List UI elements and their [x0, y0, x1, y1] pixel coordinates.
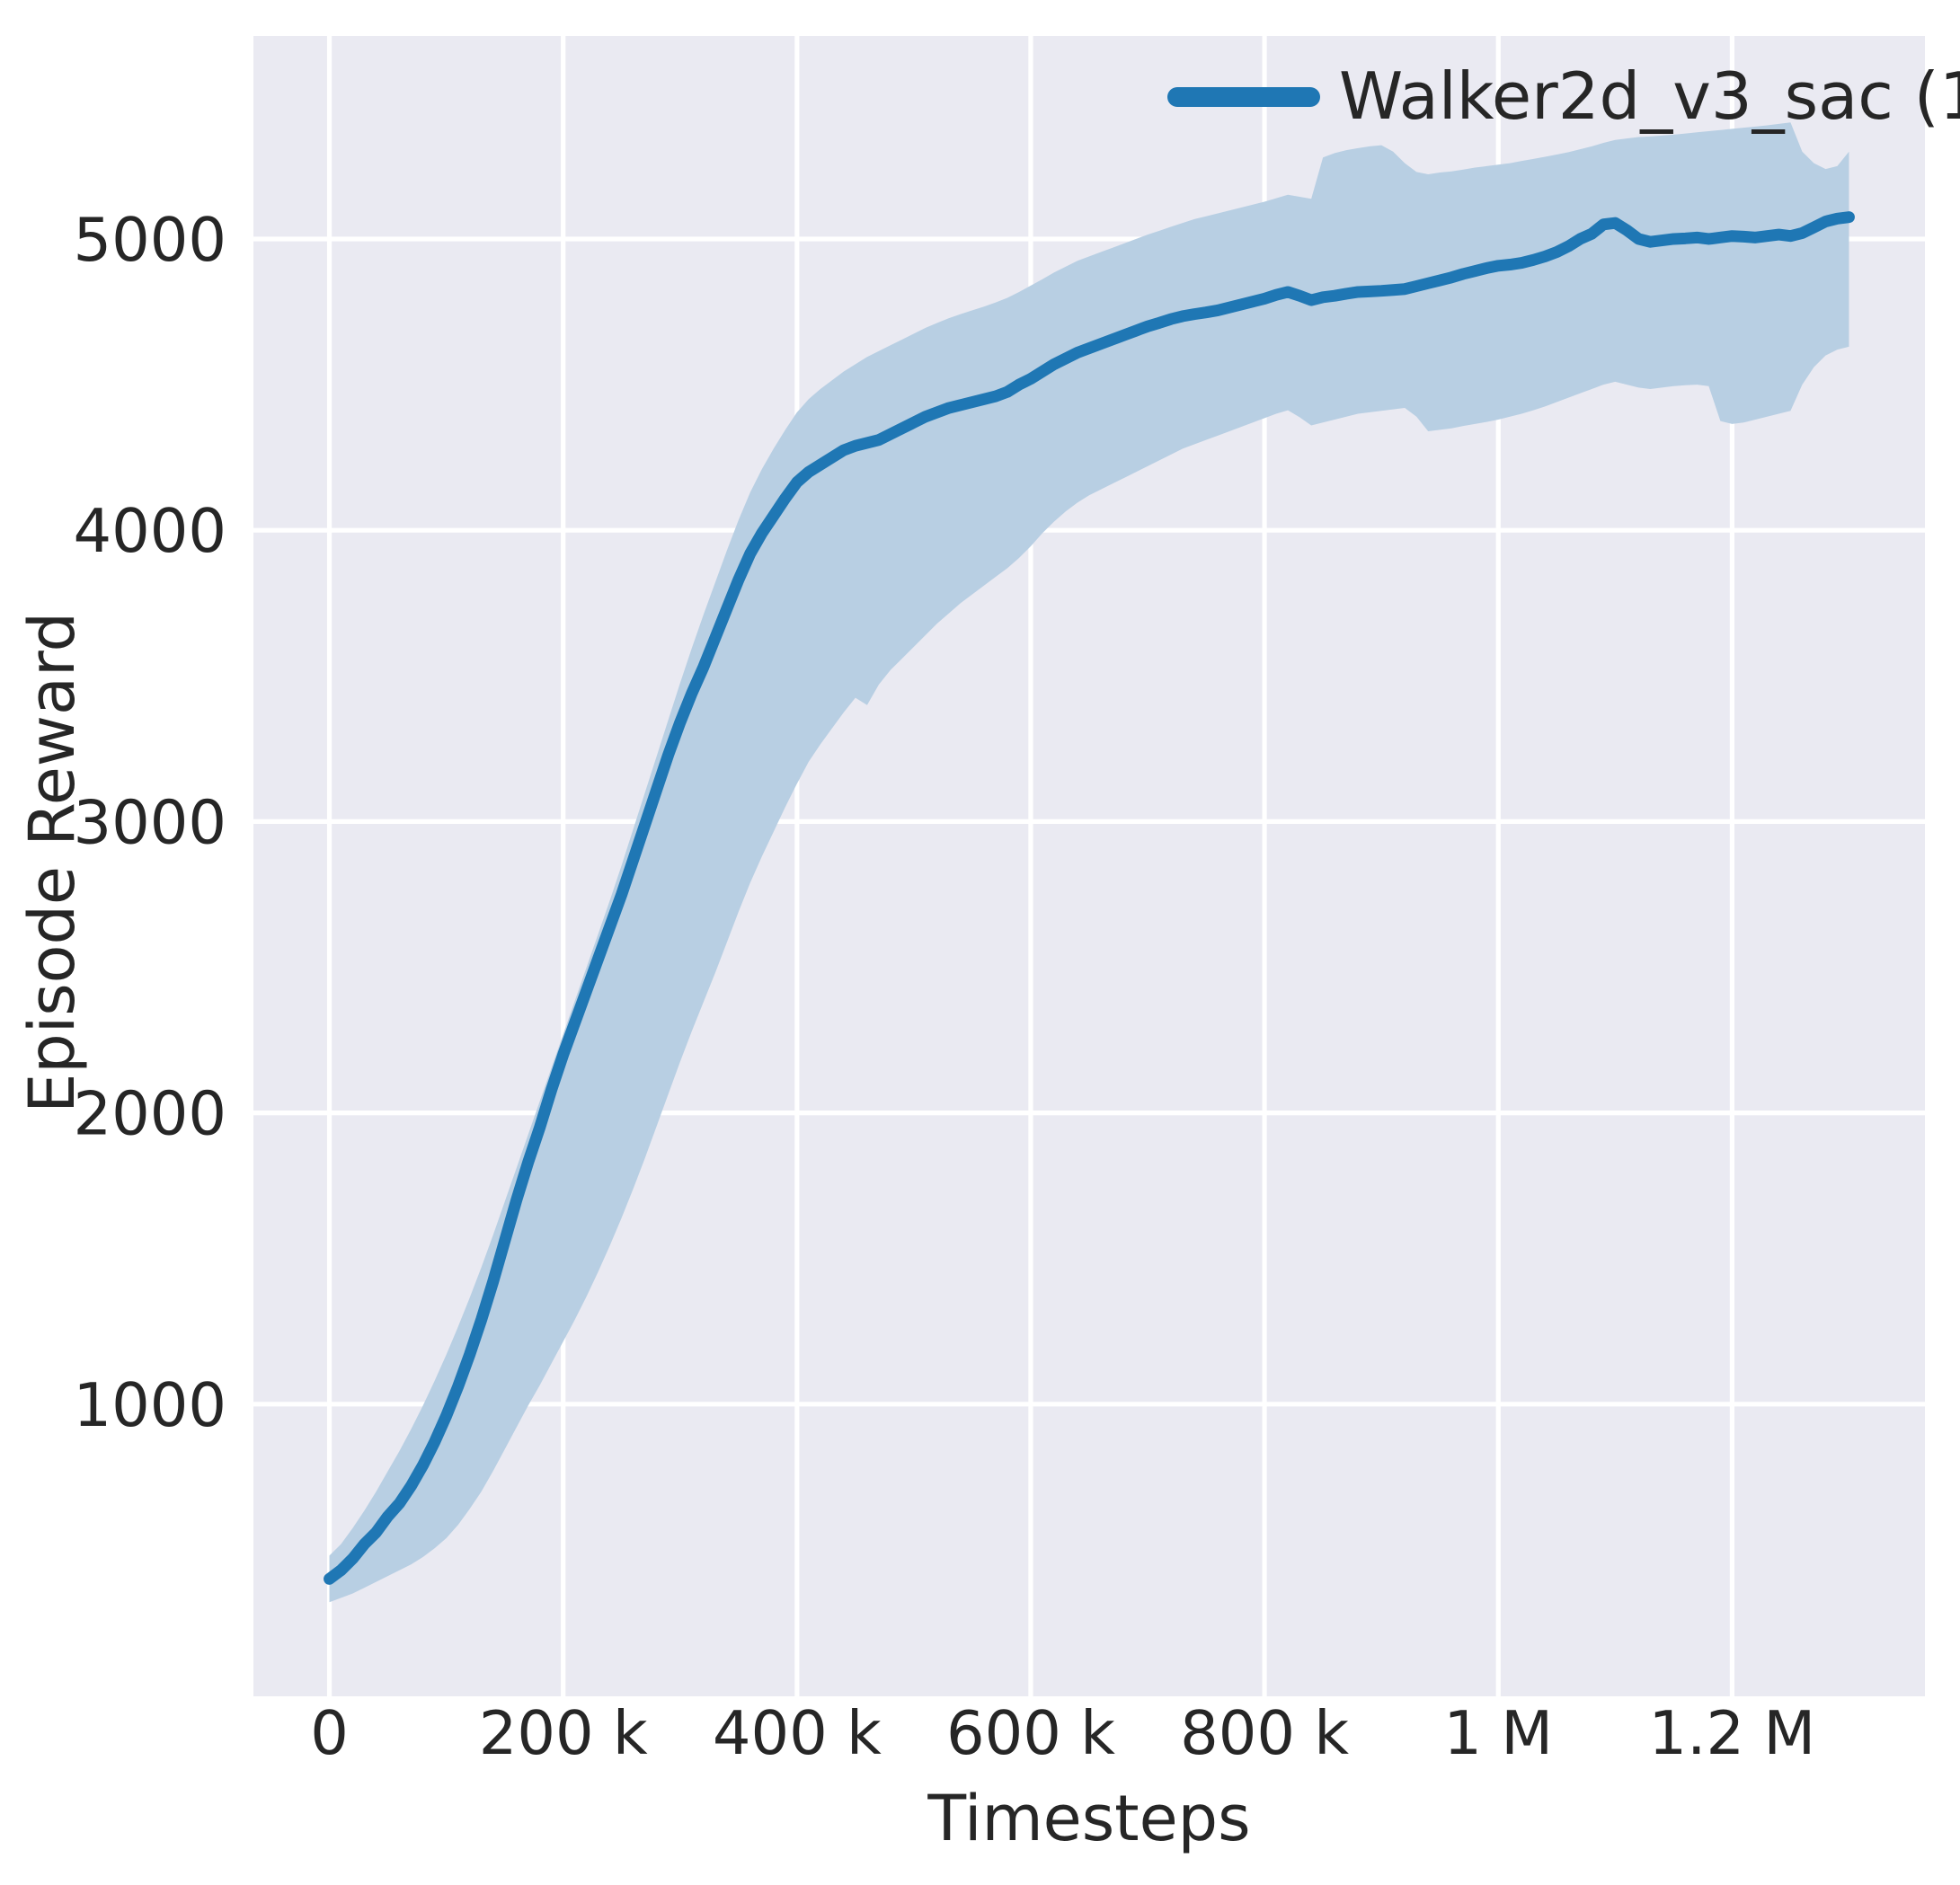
x-tick-labels: 0 200 k 400 k 600 k 800 k 1 M 1.2 M — [310, 1698, 1815, 1768]
x-tick-label-3: 600 k — [946, 1698, 1115, 1768]
legend-entry-label: Walker2d_v3_sac (10) — [1339, 58, 1960, 134]
y-tick-label-1: 2000 — [73, 1079, 226, 1149]
y-tick-label-3: 4000 — [73, 496, 226, 566]
legend: Walker2d_v3_sac (10) — [1167, 58, 1960, 134]
y-tick-label-2: 3000 — [73, 787, 226, 857]
y-axis-title: Episode Reward — [15, 612, 89, 1113]
series-line-walker2d-v3-sac — [324, 211, 1855, 1585]
x-tick-label-2: 400 k — [713, 1698, 882, 1768]
x-tick-label-1: 200 k — [479, 1698, 648, 1768]
x-tick-label-5: 1 M — [1443, 1698, 1553, 1768]
x-tick-label-4: 800 k — [1180, 1698, 1349, 1768]
y-tick-label-0: 1000 — [73, 1370, 226, 1440]
y-tick-labels: 1000 2000 3000 4000 5000 — [73, 205, 226, 1440]
y-tick-label-4: 5000 — [73, 205, 226, 275]
series-line-group — [324, 211, 1855, 1585]
x-tick-label-0: 0 — [310, 1698, 349, 1768]
x-tick-label-6: 1.2 M — [1649, 1698, 1816, 1768]
x-axis-title: Timesteps — [927, 1782, 1250, 1855]
